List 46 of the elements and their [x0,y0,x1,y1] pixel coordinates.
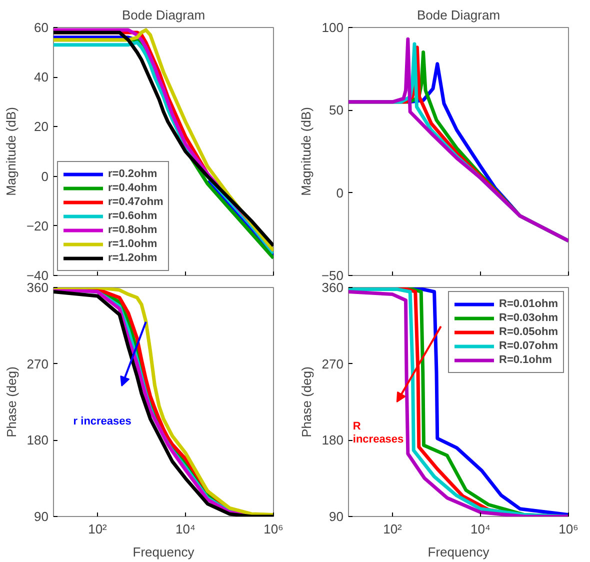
y-tick-label: 60 [34,20,49,35]
y-tick-label: 20 [34,119,49,134]
legend-label: r=0.47ohm [108,195,164,209]
y-tick-label: 40 [34,70,49,85]
legend-label: R=0.07ohm [499,339,558,353]
y-tick-label: 0 [41,168,49,184]
y-axis-title: Phase (deg) [4,366,19,438]
y-tick-label: 90 [329,509,344,524]
y-tick-label: 50 [329,102,344,118]
x-tick-label: 10⁴ [175,522,196,536]
legend-label: r=1.0ohm [108,237,158,251]
x-tick-label: 10⁶ [558,522,578,536]
y-tick-label: 270 [322,356,344,372]
y-tick-label: −40 [26,268,49,283]
legend-label: R=0.05ohm [499,325,558,339]
y-tick-label: −50 [321,268,344,283]
x-tick-label: 10² [88,522,108,536]
x-tick-label: 10⁴ [470,522,491,536]
legend-label: r=0.4ohm [108,181,158,195]
x-tick-label: 10⁶ [264,522,284,536]
y-tick-label: −20 [26,218,49,234]
x-axis-title: Frequency [428,544,490,560]
y-tick-label: 360 [26,280,49,295]
annotation: R increases [352,420,404,446]
legend-label: r=1.2ohm [108,251,158,265]
legend-label: R=0.01ohm [499,297,558,311]
chart-title: Bode Diagram [416,8,500,22]
legend-label: r=0.8ohm [108,223,158,237]
x-tick-label: 10² [383,522,403,536]
y-tick-label: 270 [26,356,49,372]
legend-label: r=0.6ohm [108,209,158,223]
y-tick-label: 100 [322,20,344,35]
x-axis-title: Frequency [132,544,195,560]
y-axis-title: Magnitude (dB) [298,107,314,196]
legend-label: R=0.1ohm [499,353,552,367]
y-tick-label: 0 [336,185,344,200]
y-tick-label: 180 [26,432,49,448]
annotation: r increases [73,416,132,428]
y-tick-label: 90 [34,509,49,524]
y-tick-label: 180 [322,432,344,448]
y-tick-label: 360 [322,280,344,295]
y-axis-title: Magnitude (dB) [3,107,18,196]
legend-label: R=0.03ohm [499,311,558,325]
chart-title: Bode Diagram [122,8,206,22]
y-axis-title: Phase (deg) [298,366,314,438]
legend-label: r=0.2ohm [108,167,158,181]
